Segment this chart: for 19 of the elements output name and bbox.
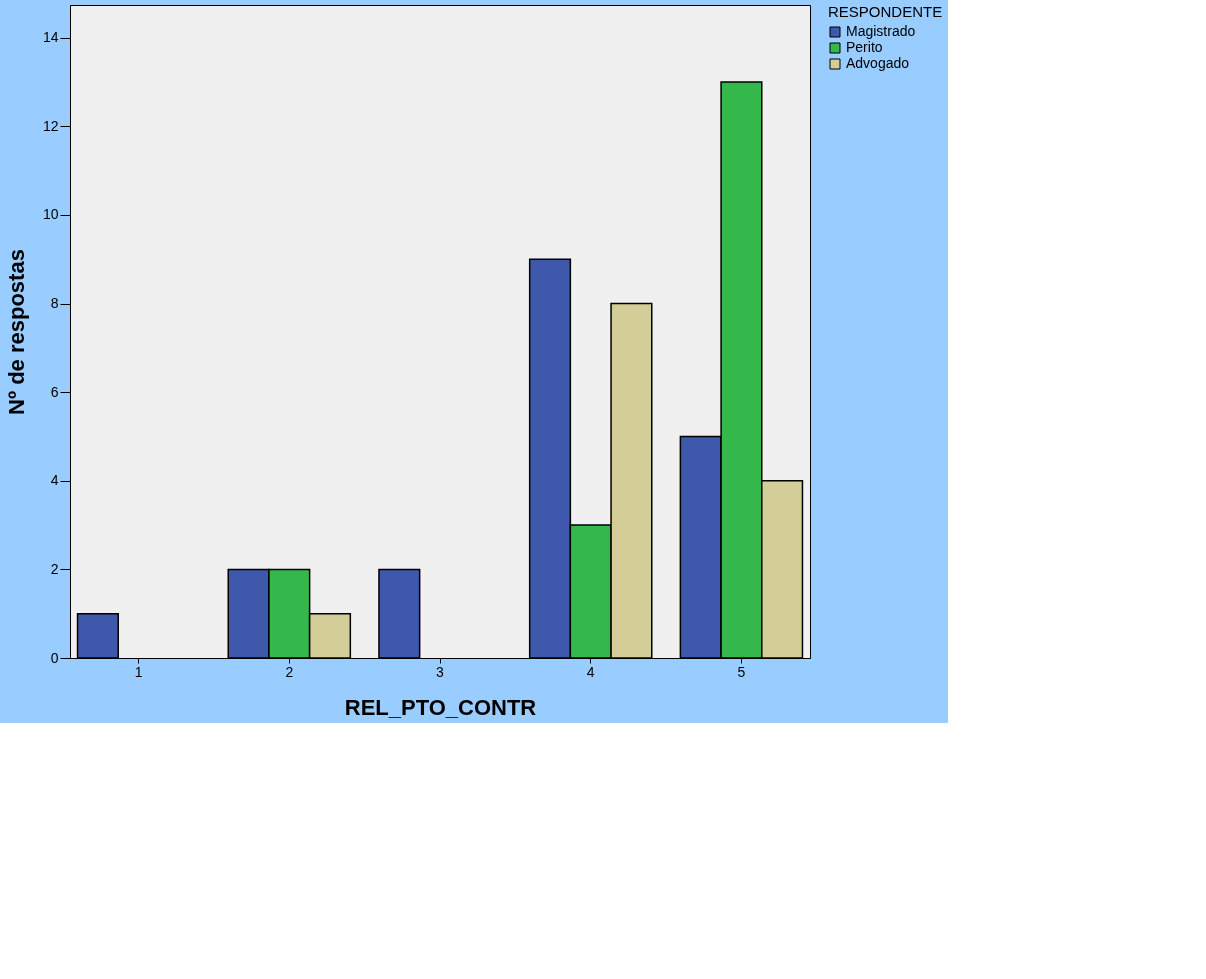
x-tick-label: 2 xyxy=(285,663,294,680)
y-tick-label: 12 xyxy=(42,117,59,134)
y-tick-label: 2 xyxy=(50,560,59,577)
x-tick-label: 5 xyxy=(737,663,746,680)
x-tick-label: 3 xyxy=(436,663,445,680)
y-tick-label: 6 xyxy=(50,383,59,400)
x-tick-label: 4 xyxy=(586,663,595,680)
y-axis-title: Nº de respostas xyxy=(3,249,29,415)
x-axis-title: REL_PTO_CONTR xyxy=(344,694,537,720)
y-tick-label: 10 xyxy=(42,206,59,223)
legend-label: Magistrado xyxy=(846,23,916,39)
legend-title: RESPONDENTE xyxy=(828,3,943,20)
legend-label: Advogado xyxy=(846,55,910,71)
x-tick-label: 1 xyxy=(134,663,143,680)
y-tick-label: 4 xyxy=(50,472,59,489)
legend-label: Perito xyxy=(846,39,883,55)
y-tick-label: 0 xyxy=(50,649,59,666)
y-tick-label: 8 xyxy=(50,295,59,312)
y-tick-label: 14 xyxy=(42,29,59,46)
